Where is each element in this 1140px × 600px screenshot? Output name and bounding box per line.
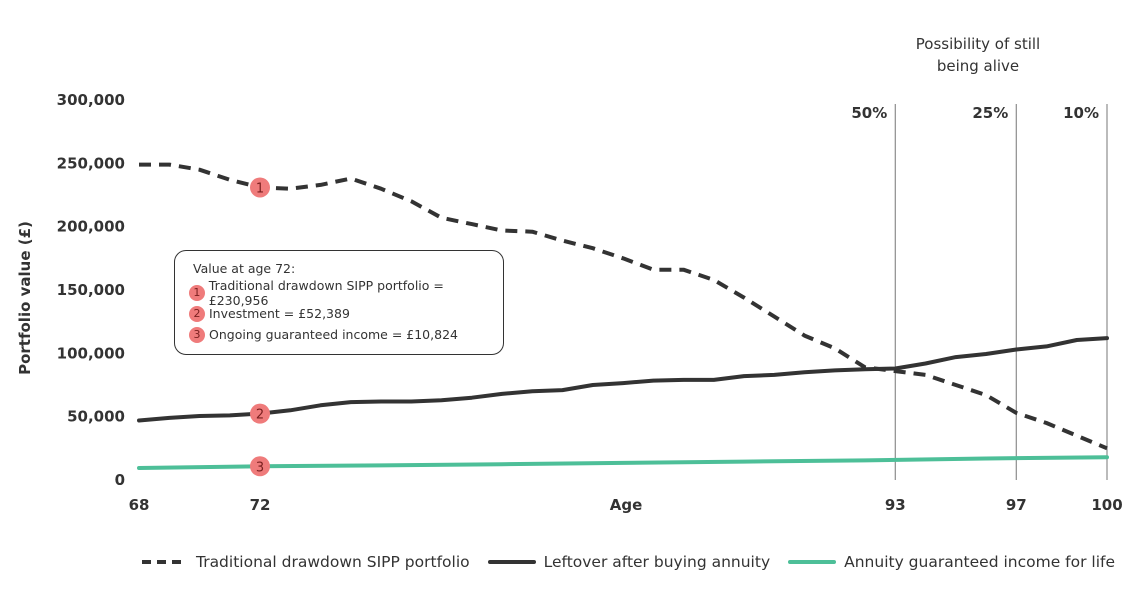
legend-swatch-solid-green bbox=[788, 560, 837, 564]
survival-title-line-2: being alive bbox=[937, 57, 1019, 75]
legend-label-drawdown: Traditional drawdown SIPP portfolio bbox=[196, 553, 470, 571]
annotation-item-2: 2 Investment = £52,389 bbox=[189, 303, 503, 324]
marker-badge-3: 3 bbox=[189, 326, 205, 343]
marker-label: 3 bbox=[256, 460, 264, 475]
y-tick-label: 300,000 bbox=[57, 91, 125, 109]
survival-percent-label: 10% bbox=[1063, 104, 1099, 122]
legend-item-drawdown: Traditional drawdown SIPP portfolio bbox=[140, 553, 470, 571]
annotation-box: Value at age 72: 1 Traditional drawdown … bbox=[174, 250, 504, 355]
y-tick-label: 200,000 bbox=[57, 218, 125, 236]
marker-badge-2: 2 bbox=[189, 305, 205, 322]
annotation-item-1: 1 Traditional drawdown SIPP portfolio = … bbox=[189, 278, 503, 308]
survival-percent-label: 25% bbox=[972, 104, 1008, 122]
survival-title-line-1: Possibility of still bbox=[916, 35, 1040, 53]
x-tick-label: 93 bbox=[885, 496, 906, 514]
marker-circle bbox=[250, 456, 270, 477]
x-tick-label: 100 bbox=[1091, 496, 1122, 514]
marker-circle bbox=[250, 403, 270, 424]
annotation-text-3: Ongoing guaranteed income = £10,824 bbox=[209, 327, 458, 342]
legend-item-annuity: Annuity guaranteed income for life bbox=[788, 553, 1115, 571]
x-tick-label: 68 bbox=[129, 496, 150, 514]
legend-swatch-dashed bbox=[142, 560, 186, 564]
legend-label-annuity: Annuity guaranteed income for life bbox=[844, 553, 1115, 571]
series-line-1 bbox=[139, 162, 1108, 451]
annotation-title: Value at age 72: bbox=[193, 261, 296, 276]
y-tick-label: 0 bbox=[115, 471, 125, 489]
annotation-text-2: Investment = £52,389 bbox=[209, 306, 350, 321]
series-line-2 bbox=[137, 336, 1109, 423]
legend: Traditional drawdown SIPP portfolio Left… bbox=[140, 553, 1133, 571]
annotation-text-1: Traditional drawdown SIPP portfolio = £2… bbox=[208, 277, 444, 308]
legend-swatch-solid-dark bbox=[487, 560, 536, 564]
marker-label: 1 bbox=[256, 181, 264, 196]
x-tick-label: 97 bbox=[1006, 496, 1027, 514]
legend-label-leftover: Leftover after buying annuity bbox=[543, 553, 771, 571]
y-tick-label: 100,000 bbox=[57, 344, 125, 362]
marker-circle bbox=[250, 177, 270, 198]
y-tick-label: 250,000 bbox=[57, 154, 125, 172]
series-line-3 bbox=[137, 455, 1109, 470]
y-tick-label: 50,000 bbox=[67, 408, 125, 426]
marker-badge-1: 1 bbox=[189, 284, 205, 301]
x-axis-label: Age bbox=[610, 496, 643, 514]
annotation-item-3: 3 Ongoing guaranteed income = £10,824 bbox=[189, 324, 503, 345]
y-axis-label: Portfolio value (£) bbox=[16, 221, 34, 375]
survival-percent-label: 50% bbox=[851, 104, 887, 122]
y-tick-label: 150,000 bbox=[57, 281, 125, 299]
marker-label: 2 bbox=[256, 408, 264, 423]
legend-item-leftover: Leftover after buying annuity bbox=[487, 553, 771, 571]
x-tick-label: 72 bbox=[250, 496, 271, 514]
